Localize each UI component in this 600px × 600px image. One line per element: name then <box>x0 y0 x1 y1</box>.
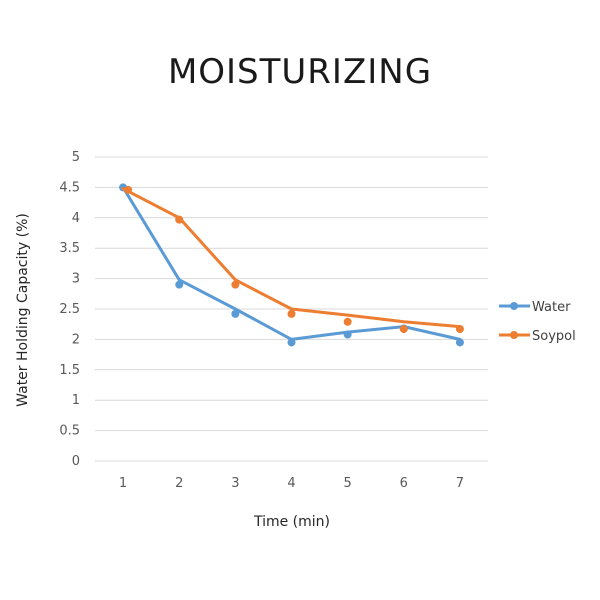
legend-label-water: Water <box>532 300 571 315</box>
y-tick-label: 1.5 <box>59 363 80 378</box>
legend-label-soypol: Soypol <box>532 329 576 344</box>
data-point-water <box>231 309 240 318</box>
y-tick-label: 4.5 <box>59 180 80 195</box>
series-group <box>119 183 464 347</box>
legend: Water Soypol <box>499 300 576 344</box>
y-tick-label: 2 <box>72 332 80 347</box>
x-tick-label: 3 <box>231 476 239 491</box>
data-point-water <box>455 338 464 347</box>
data-point-water <box>343 330 352 339</box>
x-tick-label: 1 <box>119 476 127 491</box>
data-point-water <box>175 280 184 289</box>
x-axis-ticks: 1 2 3 4 5 6 7 <box>119 476 464 491</box>
legend-marker-water <box>510 302 518 310</box>
data-point-soypol <box>399 325 408 334</box>
series-line-soypol <box>121 187 462 329</box>
data-point-water <box>287 338 296 347</box>
y-axis-title: Water Holding Capacity (%) <box>15 213 31 407</box>
y-tick-label: 5 <box>72 150 80 165</box>
x-tick-label: 7 <box>456 476 464 491</box>
y-tick-label: 0 <box>72 454 80 469</box>
data-point-soypol <box>231 280 240 289</box>
y-tick-label: 0.5 <box>59 424 80 439</box>
x-tick-label: 2 <box>175 476 183 491</box>
data-point-soypol <box>455 325 464 334</box>
x-tick-label: 4 <box>287 476 295 491</box>
data-point-soypol <box>124 185 133 194</box>
x-tick-label: 5 <box>344 476 352 491</box>
legend-marker-soypol <box>510 331 518 339</box>
y-tick-label: 1 <box>72 393 80 408</box>
y-tick-label: 3 <box>72 272 80 287</box>
data-point-soypol <box>175 215 184 224</box>
x-axis-title: Time (min) <box>253 514 330 530</box>
data-point-soypol <box>343 317 352 326</box>
y-tick-label: 2.5 <box>59 302 80 317</box>
data-point-soypol <box>287 309 296 318</box>
x-tick-label: 6 <box>400 476 408 491</box>
chart-title: MOISTURIZING <box>167 52 433 92</box>
y-axis-ticks: 0 0.5 1 1.5 2 2.5 3 3.5 4 4.5 5 <box>59 150 80 469</box>
y-tick-label: 4 <box>72 211 80 226</box>
y-tick-label: 3.5 <box>59 241 80 256</box>
